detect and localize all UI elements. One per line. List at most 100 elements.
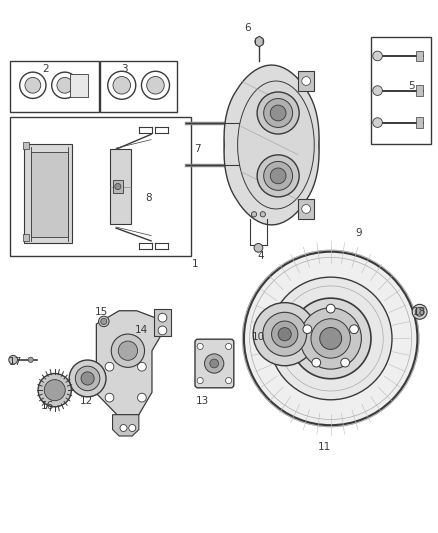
Circle shape: [52, 72, 78, 99]
Circle shape: [75, 366, 100, 391]
Text: 12: 12: [80, 396, 93, 406]
Text: 1: 1: [191, 259, 198, 269]
Text: 11: 11: [318, 442, 331, 451]
Circle shape: [138, 393, 146, 402]
Circle shape: [118, 341, 138, 360]
Circle shape: [141, 71, 170, 99]
Circle shape: [254, 244, 263, 252]
Circle shape: [320, 327, 342, 350]
Polygon shape: [96, 311, 161, 415]
Circle shape: [197, 377, 203, 384]
Bar: [416, 85, 423, 96]
Bar: [371, 37, 431, 144]
Circle shape: [147, 77, 164, 94]
Text: 7: 7: [194, 144, 201, 154]
Circle shape: [312, 358, 321, 367]
Circle shape: [105, 393, 114, 402]
Circle shape: [105, 362, 114, 371]
Circle shape: [38, 374, 71, 407]
Text: 4: 4: [257, 251, 264, 261]
Bar: [100, 61, 177, 112]
Circle shape: [158, 326, 167, 335]
Circle shape: [350, 325, 358, 334]
Text: 5: 5: [408, 82, 415, 91]
Circle shape: [302, 205, 311, 213]
Circle shape: [197, 343, 203, 350]
Circle shape: [101, 318, 107, 325]
Ellipse shape: [224, 68, 318, 222]
Circle shape: [412, 304, 427, 319]
Circle shape: [373, 118, 382, 127]
Circle shape: [69, 360, 106, 397]
Circle shape: [28, 357, 33, 362]
Text: 3: 3: [121, 64, 128, 74]
Circle shape: [269, 277, 392, 400]
Circle shape: [272, 321, 298, 348]
Text: 17: 17: [9, 358, 22, 367]
Circle shape: [270, 168, 286, 184]
Text: 9: 9: [356, 229, 363, 238]
Text: 15: 15: [95, 307, 108, 317]
Text: 10: 10: [252, 332, 265, 342]
Bar: [416, 117, 423, 128]
Circle shape: [44, 379, 65, 401]
Bar: [10, 117, 191, 256]
Text: 18: 18: [413, 307, 426, 317]
Circle shape: [20, 72, 46, 99]
Text: 8: 8: [145, 193, 152, 203]
Circle shape: [226, 377, 232, 384]
Bar: [70, 74, 88, 97]
Bar: [10, 61, 99, 112]
Circle shape: [158, 313, 167, 322]
Circle shape: [311, 319, 350, 358]
FancyBboxPatch shape: [195, 339, 234, 388]
Circle shape: [264, 99, 293, 127]
Circle shape: [205, 354, 224, 373]
Circle shape: [300, 308, 361, 369]
Circle shape: [120, 424, 127, 432]
Bar: [23, 234, 29, 241]
Circle shape: [270, 105, 286, 121]
Circle shape: [226, 343, 232, 350]
Bar: [298, 71, 314, 91]
Bar: [298, 199, 314, 219]
Circle shape: [81, 372, 94, 385]
Bar: [113, 180, 123, 193]
Circle shape: [111, 334, 145, 367]
Circle shape: [115, 183, 121, 190]
Text: 16: 16: [41, 401, 54, 411]
Circle shape: [257, 155, 299, 197]
Circle shape: [25, 77, 41, 93]
Circle shape: [210, 359, 219, 368]
Bar: [23, 142, 29, 149]
Circle shape: [108, 71, 136, 99]
Circle shape: [341, 358, 350, 367]
Circle shape: [373, 51, 382, 61]
Circle shape: [373, 86, 382, 95]
Ellipse shape: [237, 81, 314, 209]
Text: 6: 6: [244, 23, 251, 33]
Circle shape: [242, 250, 419, 427]
Circle shape: [257, 92, 299, 134]
Bar: [31, 152, 68, 237]
Circle shape: [278, 328, 291, 341]
Circle shape: [251, 212, 257, 217]
Circle shape: [255, 37, 264, 46]
Circle shape: [260, 212, 265, 217]
Circle shape: [303, 325, 312, 334]
Circle shape: [263, 312, 307, 356]
Polygon shape: [110, 149, 131, 224]
Circle shape: [302, 77, 311, 85]
Polygon shape: [224, 65, 319, 225]
Circle shape: [290, 298, 371, 379]
Text: 13: 13: [196, 396, 209, 406]
Circle shape: [138, 362, 146, 371]
Circle shape: [57, 77, 73, 93]
Text: 2: 2: [42, 64, 49, 74]
Polygon shape: [154, 309, 171, 336]
Polygon shape: [113, 415, 139, 436]
Circle shape: [9, 356, 18, 364]
Circle shape: [326, 304, 335, 313]
Polygon shape: [24, 144, 72, 243]
Circle shape: [99, 316, 109, 327]
